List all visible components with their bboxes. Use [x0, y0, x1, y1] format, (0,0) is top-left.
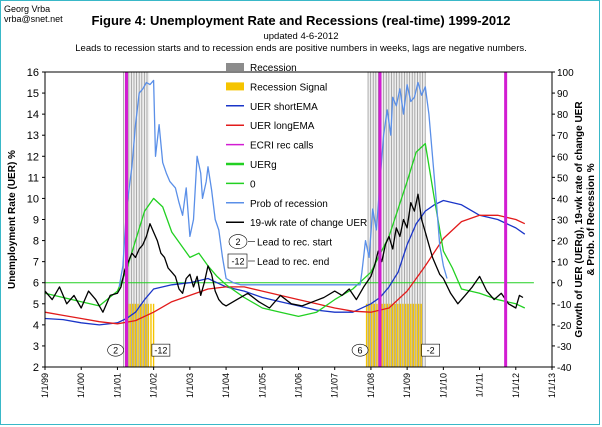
x-tick-label: 1/1/07 [330, 373, 340, 398]
y-axis-title: Unemployment Rate (UER) % [7, 150, 18, 289]
y2-tick-label: -40 [557, 363, 572, 374]
legend-label-2: UER shortEMA [250, 102, 318, 113]
x-tick-label: 1/1/13 [547, 373, 557, 398]
y2-axis-title-line1: Growth of UER (UERg), 19-wk rate of chan… [574, 101, 585, 338]
lead-key-value-0: 2 [235, 237, 240, 247]
y-tick-label: 9 [33, 215, 39, 227]
y2-tick-label: 90 [557, 89, 569, 100]
x-tick-label: 1/1/10 [438, 373, 448, 398]
y-tick-label: 3 [33, 341, 39, 353]
chart-title: Figure 4: Unemployment Rate and Recessio… [91, 13, 511, 28]
lead-key-label-0: Lead to rec. start [257, 238, 332, 249]
y2-tick-label: 30 [557, 216, 569, 227]
y-tick-label: 16 [27, 67, 39, 79]
y-tick-label: 14 [27, 109, 39, 121]
y2-tick-label: 40 [557, 194, 569, 205]
x-tick-label: 1/1/99 [40, 373, 50, 398]
y2-tick-label: 0 [557, 279, 563, 290]
series-line-4 [118, 79, 448, 288]
y2-tick-label: 10 [557, 258, 569, 269]
legend-label-8: 19-wk rate of change UER [250, 218, 367, 229]
y-tick-label: 4 [33, 320, 39, 332]
lead-value-1: -12 [154, 346, 167, 356]
lead-marker-3 [421, 343, 440, 357]
y2-axis-title-line2: & Prob. of Recession % [586, 163, 597, 275]
lead-value-3: -2 [427, 346, 435, 356]
legend-label-7: Prob of recession [250, 199, 328, 210]
chart-subtitle: Leads to recession starts and to recessi… [75, 43, 527, 54]
lead-marker-0 [107, 343, 124, 357]
legend-swatch-0 [226, 63, 244, 71]
series-line-5 [44, 193, 524, 313]
x-tick-label: 1/1/03 [185, 373, 195, 398]
legend-label-4: ECRI rec calls [250, 141, 313, 152]
y-tick-label: 2 [33, 362, 39, 374]
x-tick-label: 1/1/09 [402, 373, 412, 398]
y2-tick-label: -30 [557, 342, 572, 353]
x-tick-label: 1/1/06 [294, 373, 304, 398]
y-tick-label: 11 [28, 172, 39, 184]
lead-key-value-1: -12 [231, 257, 244, 267]
ecri-call-group [124, 72, 508, 367]
y2-tick-label: 100 [557, 68, 574, 79]
x-tick-label: 1/1/02 [149, 373, 159, 398]
y2-tick-label: 80 [557, 110, 569, 121]
legend-label-6: 0 [250, 179, 256, 190]
y2-tick-label: -20 [557, 321, 572, 332]
lead-value-2: 6 [358, 346, 363, 356]
y-tick-label: 7 [33, 257, 39, 269]
series-line-2 [44, 142, 526, 318]
x-tick-label: 1/1/04 [221, 373, 231, 398]
legend-label-1: Recession Signal [250, 82, 327, 93]
x-tick-label: 1/1/08 [366, 373, 376, 398]
legend-group: Recession Recession Signal UER shortEMA UER… [226, 63, 367, 269]
lead-key-marker-1 [227, 253, 248, 269]
lead-key-label-1: Lead to rec. end [257, 257, 329, 268]
legend-label-0: Recession [250, 63, 297, 74]
y2-tick-label: 60 [557, 152, 569, 163]
y-tick-label: 12 [27, 151, 39, 163]
legend-label-3: UER longEMA [250, 121, 315, 132]
axes-group: 2345678910111213141516-40-30-20-10010203… [7, 67, 597, 398]
x-tick-label: 1/1/12 [511, 373, 521, 398]
legend-swatch-1 [226, 82, 244, 91]
lead-annotation-group: 2 -12 6 -2 [107, 343, 440, 357]
y2-tick-label: -10 [557, 300, 572, 311]
updated-date: updated 4-6-2012 [263, 31, 339, 42]
y-tick-label: 6 [33, 278, 39, 290]
y-tick-label: 8 [33, 236, 39, 248]
y-tick-label: 15 [27, 88, 39, 100]
y-tick-label: 10 [27, 193, 39, 205]
author-email: vrba@snet.net [4, 14, 63, 24]
legend-label-5: UERg [250, 160, 277, 171]
x-tick-label: 1/1/00 [76, 373, 86, 398]
lead-marker-2 [351, 343, 369, 357]
x-tick-label: 1/1/05 [257, 373, 267, 398]
y2-tick-label: 50 [557, 173, 569, 184]
y2-tick-label: 70 [557, 131, 569, 142]
lead-key-marker-0 [228, 234, 248, 249]
y-tick-label: 5 [33, 299, 39, 311]
y-tick-label: 13 [27, 130, 39, 142]
y2-tick-label: 20 [557, 237, 569, 248]
lead-marker-1 [151, 343, 171, 357]
recession-signal-group [126, 303, 422, 367]
author-name: Georg Vrba [4, 4, 51, 14]
x-tick-label: 1/1/01 [112, 373, 122, 398]
x-tick-label: 1/1/11 [475, 373, 485, 397]
lead-value-0: 2 [113, 346, 118, 356]
